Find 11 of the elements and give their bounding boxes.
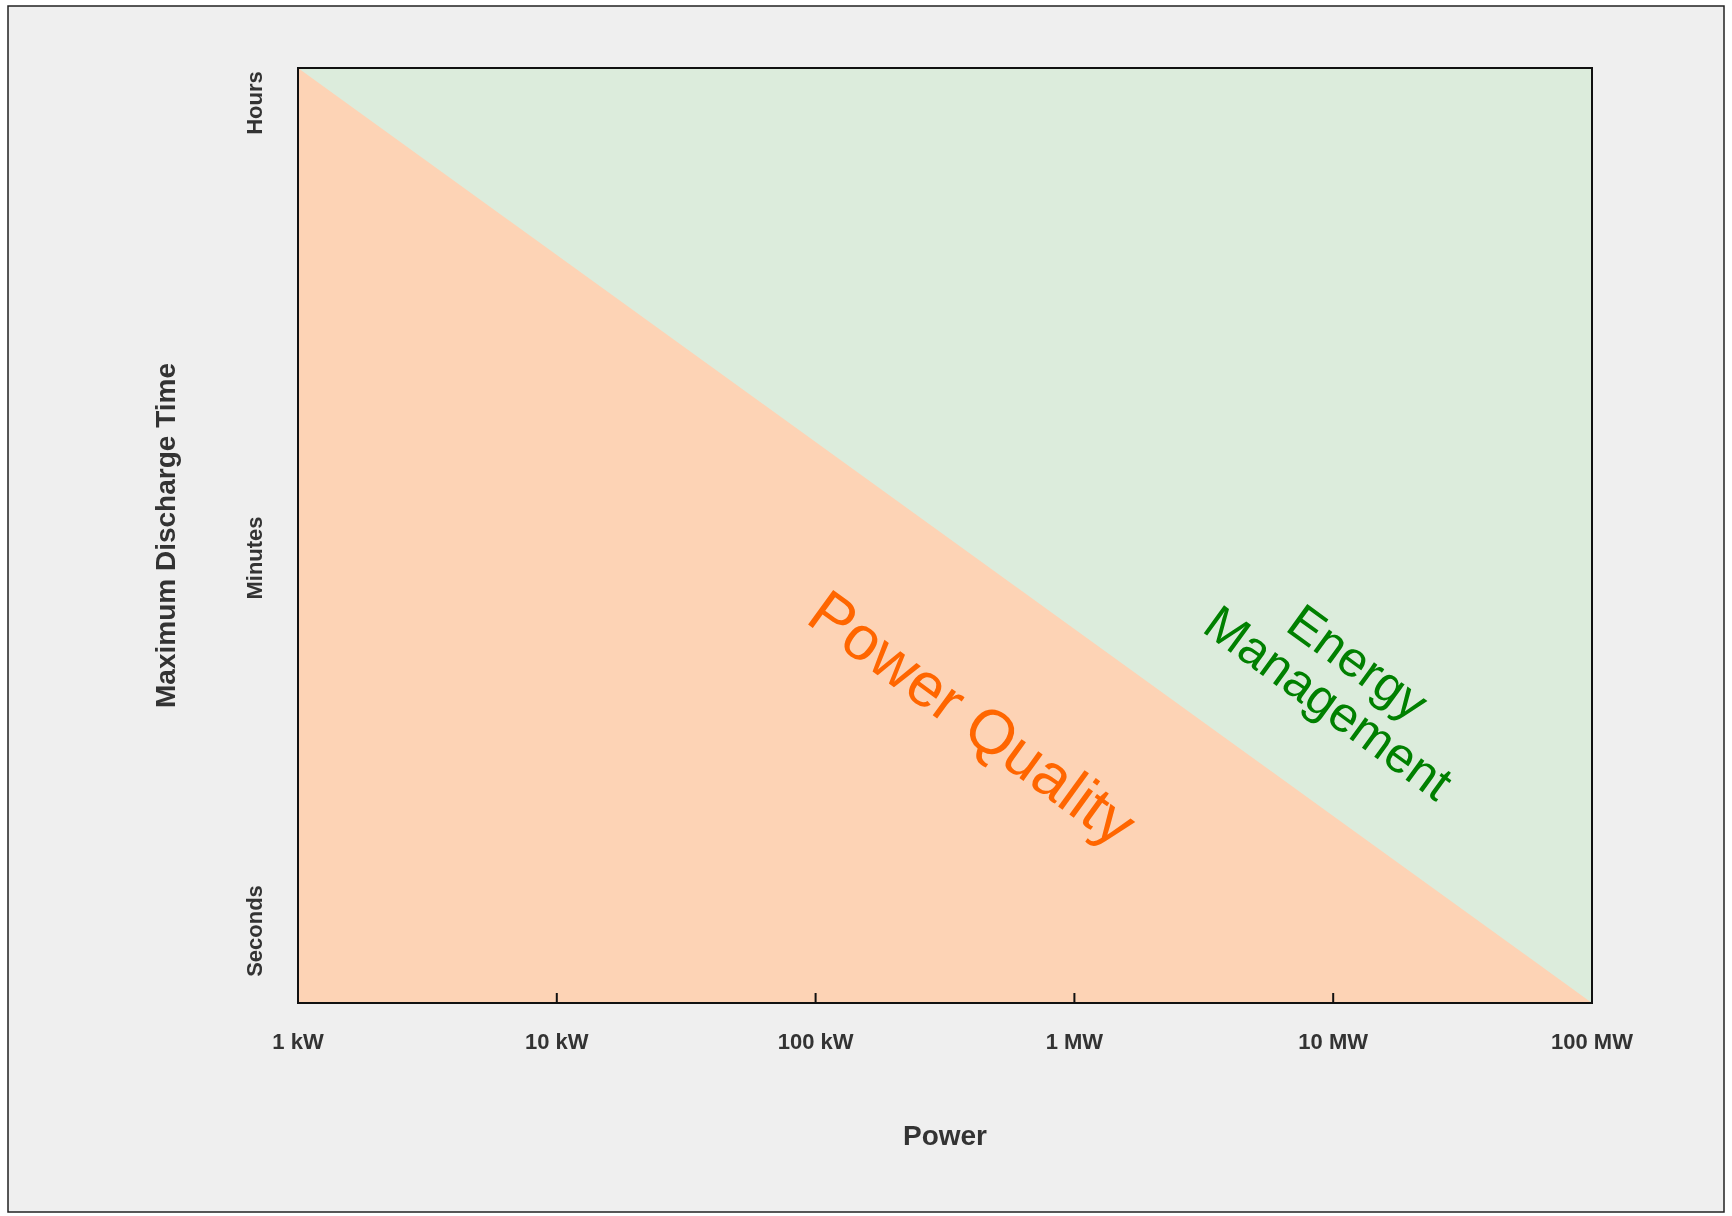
text: Seconds (242, 885, 267, 977)
text: Hours (242, 71, 267, 135)
x-tick-label: 10 kW (525, 1029, 589, 1054)
x-tick-label: 100 MW (1551, 1029, 1634, 1054)
x-tick-label: 10 MW (1298, 1029, 1369, 1054)
y-axis-title: Maximum Discharge Time (150, 363, 181, 708)
x-tick-label: 1 kW (272, 1029, 324, 1054)
x-tick-label: 1 MW (1045, 1029, 1104, 1054)
text: Minutes (242, 516, 267, 600)
x-axis-title: Power (902, 1120, 988, 1151)
x-tick-label: 100 kW (777, 1029, 854, 1054)
